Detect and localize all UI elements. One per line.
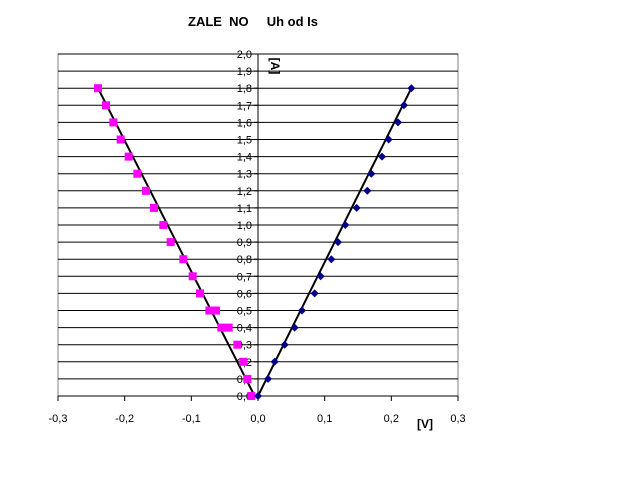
- data-point: [124, 152, 133, 161]
- y-tick-label: 1,4: [237, 152, 252, 164]
- x-tick-label: -0,1: [182, 413, 201, 425]
- data-point: [384, 135, 393, 144]
- data-point: [239, 357, 248, 366]
- data-point: [247, 392, 256, 400]
- x-tick-label: 0,3: [450, 413, 465, 425]
- data-point: [150, 203, 158, 212]
- y-tick-label: 0,4: [237, 323, 252, 335]
- data-point: [188, 272, 197, 281]
- data-point: [159, 221, 168, 229]
- y-tick-label: 1,5: [237, 135, 252, 147]
- y-tick-label: 1,6: [237, 117, 252, 129]
- y-tick-label: 0,5: [237, 306, 252, 318]
- y-tick-label: 1,9: [237, 66, 252, 78]
- data-point: [298, 306, 306, 315]
- data-point: [205, 306, 214, 315]
- data-point: [179, 255, 188, 264]
- data-point: [102, 101, 110, 110]
- data-point: [316, 272, 325, 281]
- data-point: [290, 323, 299, 332]
- y-tick-label: 1,8: [237, 83, 252, 95]
- x-tick-label: 0,2: [384, 413, 399, 425]
- chart-title: ZALE NO Uh od Is: [188, 14, 318, 29]
- y-tick-label: 0,8: [237, 254, 252, 266]
- y-tick-label: 1,1: [237, 203, 252, 215]
- data-point: [109, 118, 118, 127]
- x-tick-label: 0,1: [317, 413, 332, 425]
- data-point: [166, 238, 175, 247]
- data-point: [378, 152, 386, 161]
- data-point: [142, 186, 150, 195]
- data-point: [212, 306, 220, 315]
- y-tick-label: 0,9: [237, 237, 252, 249]
- x-tick-label: 0,0: [250, 413, 265, 425]
- y-tick-label: 1,2: [237, 186, 252, 198]
- y-tick-label: 0,7: [237, 271, 252, 283]
- x-axis-label: [V]: [417, 417, 433, 431]
- data-point: [394, 118, 402, 127]
- y-tick-label: 2,0: [237, 49, 252, 61]
- data-point: [196, 289, 204, 298]
- data-point: [116, 135, 125, 144]
- y-tick-label: 1,7: [237, 100, 252, 112]
- data-point: [217, 323, 226, 332]
- data-point: [367, 169, 376, 178]
- data-point: [310, 289, 319, 298]
- plot-area: 0,0 0,1 0,2 0,3 0,4 0,5 0,6 0,7 0,8 0,9 1,0 1,1 1,2 1…: [49, 49, 466, 425]
- data-point: [233, 340, 242, 349]
- data-point: [407, 84, 416, 93]
- data-point: [334, 238, 342, 247]
- data-point: [280, 340, 289, 349]
- data-point: [264, 374, 272, 383]
- data-point: [352, 203, 361, 212]
- x-tick-label: -0,2: [115, 413, 134, 425]
- data-point: [327, 255, 336, 264]
- data-point: [341, 221, 350, 229]
- y-tick-label: 1,3: [237, 169, 252, 181]
- x-tick-label: -0,3: [49, 413, 68, 425]
- y-axis-label: [A]: [268, 58, 282, 75]
- y-tick-label: 1,0: [237, 220, 252, 232]
- data-point: [133, 169, 142, 178]
- data-point: [254, 392, 262, 400]
- data-point: [363, 186, 372, 195]
- data-point: [270, 357, 279, 366]
- data-point: [94, 84, 102, 93]
- y-tick-label: 0,6: [237, 288, 252, 300]
- data-point: [243, 374, 252, 383]
- data-point: [224, 323, 233, 332]
- data-point: [400, 101, 408, 110]
